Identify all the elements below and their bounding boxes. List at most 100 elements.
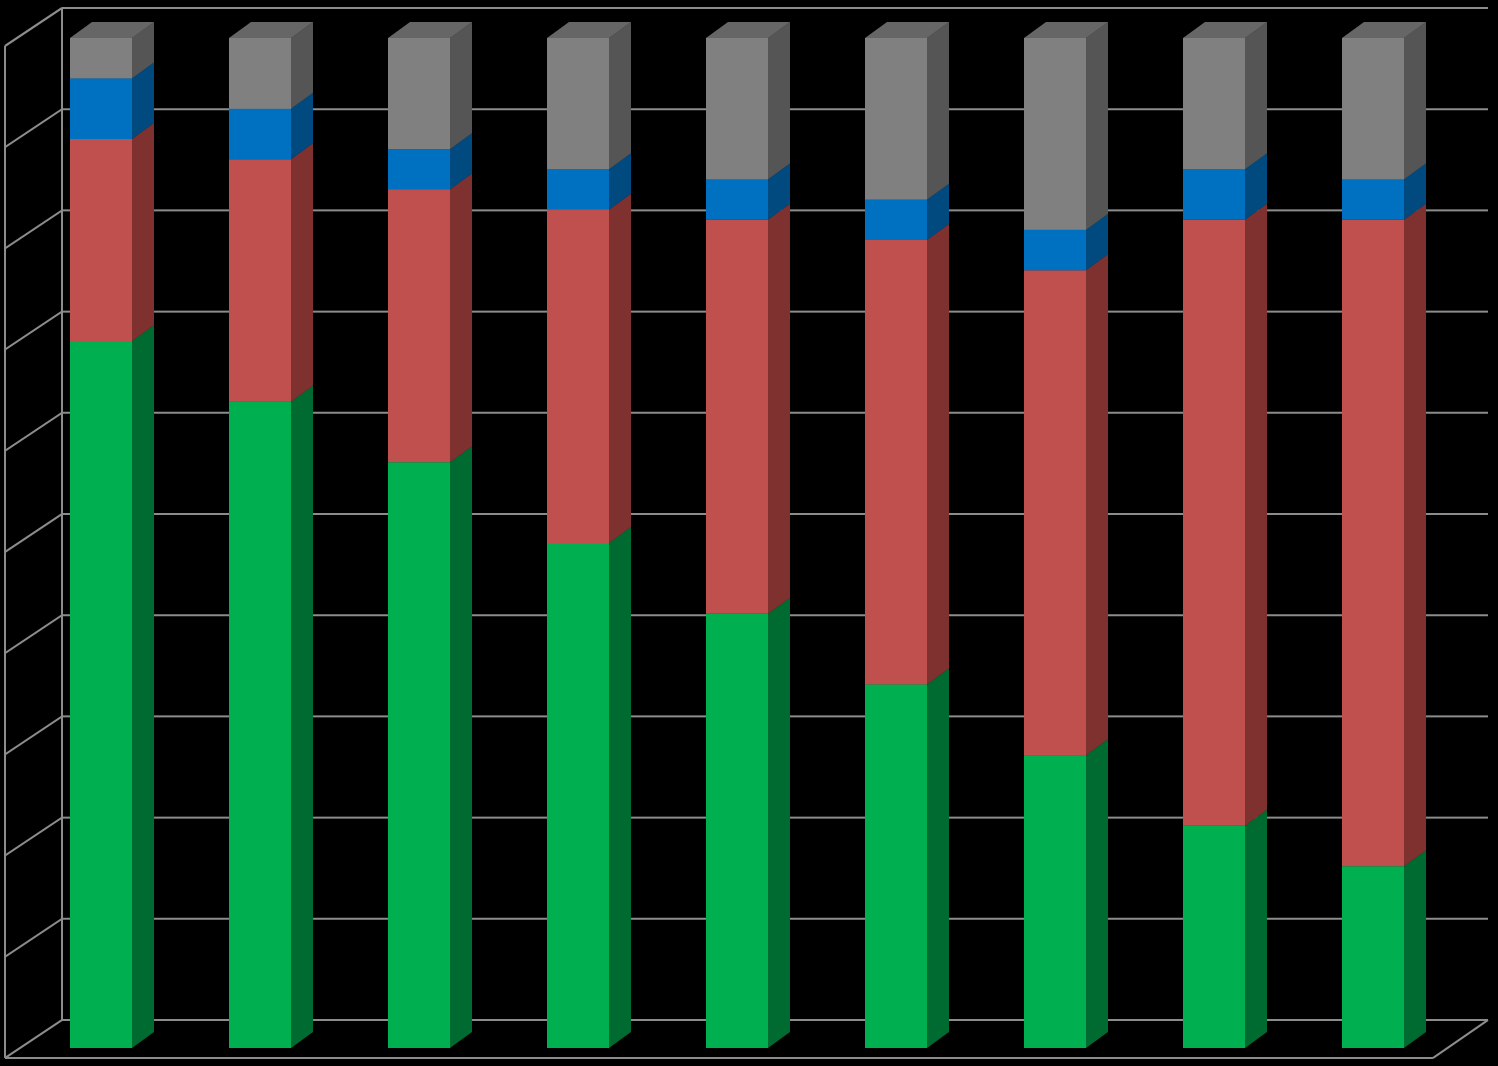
bar-segment-side bbox=[450, 173, 472, 463]
bar-segment-side bbox=[768, 203, 790, 614]
bar-segment-side bbox=[1404, 203, 1426, 867]
bar-segment-side bbox=[609, 193, 631, 543]
bar-segment bbox=[865, 240, 927, 685]
floor-right-edge bbox=[1432, 1019, 1489, 1059]
bar-top-face bbox=[1183, 22, 1267, 38]
side-gridline bbox=[4, 513, 63, 553]
bar-segment-side bbox=[291, 143, 313, 402]
bar-segment-side bbox=[1086, 213, 1108, 271]
bar-segment bbox=[547, 209, 609, 543]
bar-segment bbox=[229, 38, 291, 109]
side-gridline bbox=[4, 310, 63, 351]
bar-top-face bbox=[865, 22, 949, 38]
bar-segment-side bbox=[609, 527, 631, 1048]
bar-segment-side bbox=[927, 224, 949, 685]
bar-segment-side bbox=[1404, 850, 1426, 1048]
bar-column bbox=[1342, 22, 1426, 1048]
bar-segment bbox=[547, 38, 609, 170]
bar-segment-side bbox=[132, 22, 154, 79]
bar-segment-side bbox=[1404, 163, 1426, 220]
bar-segment-side bbox=[450, 446, 472, 1048]
bar-segment-side bbox=[609, 153, 631, 210]
bar-segment bbox=[229, 401, 291, 1049]
bar-segment bbox=[1183, 169, 1245, 220]
bar-segment bbox=[706, 219, 768, 614]
side-gridline bbox=[4, 209, 63, 250]
bar-segment bbox=[70, 341, 132, 1048]
bar-segment-side bbox=[132, 123, 154, 341]
bar-column bbox=[706, 22, 790, 1048]
bar-segment bbox=[1342, 866, 1404, 1048]
bar-segment-side bbox=[1086, 22, 1108, 230]
bar-segment bbox=[1342, 38, 1404, 180]
bar-segment-side bbox=[291, 22, 313, 109]
bar-segment bbox=[70, 38, 132, 79]
bar-segment-side bbox=[1086, 254, 1108, 756]
bar-segment bbox=[70, 139, 132, 341]
bar-segment-side bbox=[768, 163, 790, 220]
bar-segment-side bbox=[1245, 153, 1267, 220]
bar-column bbox=[70, 22, 154, 1048]
bar-segment bbox=[1342, 219, 1404, 867]
bar-segment-side bbox=[768, 597, 790, 1048]
bar-segment bbox=[865, 684, 927, 1048]
side-gridline bbox=[4, 917, 63, 958]
bar-segment-side bbox=[1245, 809, 1267, 1048]
bar-column bbox=[229, 22, 313, 1049]
bar-segment-side bbox=[927, 22, 949, 200]
bar-segment-side bbox=[1086, 739, 1108, 1048]
bar-segment-side bbox=[291, 92, 313, 160]
bar-segment bbox=[70, 78, 132, 139]
bar-segment bbox=[1342, 179, 1404, 220]
bar-segment bbox=[1183, 219, 1245, 826]
side-gridline bbox=[4, 108, 63, 149]
bar-segment bbox=[547, 169, 609, 210]
side-gridline bbox=[4, 816, 63, 857]
bar-column bbox=[1183, 22, 1267, 1048]
bar-segment bbox=[1183, 825, 1245, 1048]
bar-segment-side bbox=[132, 325, 154, 1048]
bar-column bbox=[388, 22, 472, 1048]
bar-top-face bbox=[229, 22, 313, 38]
bar-segment bbox=[388, 189, 450, 463]
bar-segment-side bbox=[1404, 22, 1426, 180]
side-gridline bbox=[4, 1019, 63, 1059]
side-gridline bbox=[4, 614, 63, 655]
bar-segment bbox=[1024, 755, 1086, 1048]
bar-segment-side bbox=[291, 385, 313, 1049]
side-gridline bbox=[4, 411, 63, 452]
bar-segment bbox=[229, 159, 291, 402]
bar-segment-side bbox=[132, 62, 154, 139]
bar-segment bbox=[1024, 38, 1086, 230]
bar-segment-side bbox=[450, 22, 472, 150]
bar-segment bbox=[706, 613, 768, 1048]
bar-column bbox=[547, 22, 631, 1048]
bar-segment bbox=[388, 462, 450, 1048]
bar-segment-side bbox=[927, 668, 949, 1048]
bar-segment bbox=[547, 543, 609, 1048]
bar-top-face bbox=[388, 22, 472, 38]
bar-top-face bbox=[1342, 22, 1426, 38]
bar-segment-side bbox=[450, 133, 472, 190]
bar-segment bbox=[388, 38, 450, 150]
side-gridline bbox=[4, 715, 63, 756]
bar-segment bbox=[706, 38, 768, 180]
bar-segment-side bbox=[1245, 22, 1267, 170]
bar-top-face bbox=[1024, 22, 1108, 38]
side-gridline bbox=[4, 7, 63, 47]
bar-segment bbox=[229, 108, 291, 160]
bar-segment bbox=[706, 179, 768, 220]
bar-segment-side bbox=[768, 22, 790, 180]
bar-top-face bbox=[547, 22, 631, 38]
bar-column bbox=[1024, 22, 1108, 1048]
bar-segment bbox=[388, 149, 450, 190]
bar-top-face bbox=[706, 22, 790, 38]
bar-column bbox=[865, 22, 949, 1048]
bar-segment-side bbox=[609, 22, 631, 170]
bar-segment-side bbox=[927, 183, 949, 240]
bar-segment bbox=[865, 199, 927, 240]
bar-layer bbox=[70, 22, 1426, 1049]
bar-segment bbox=[1024, 270, 1086, 756]
